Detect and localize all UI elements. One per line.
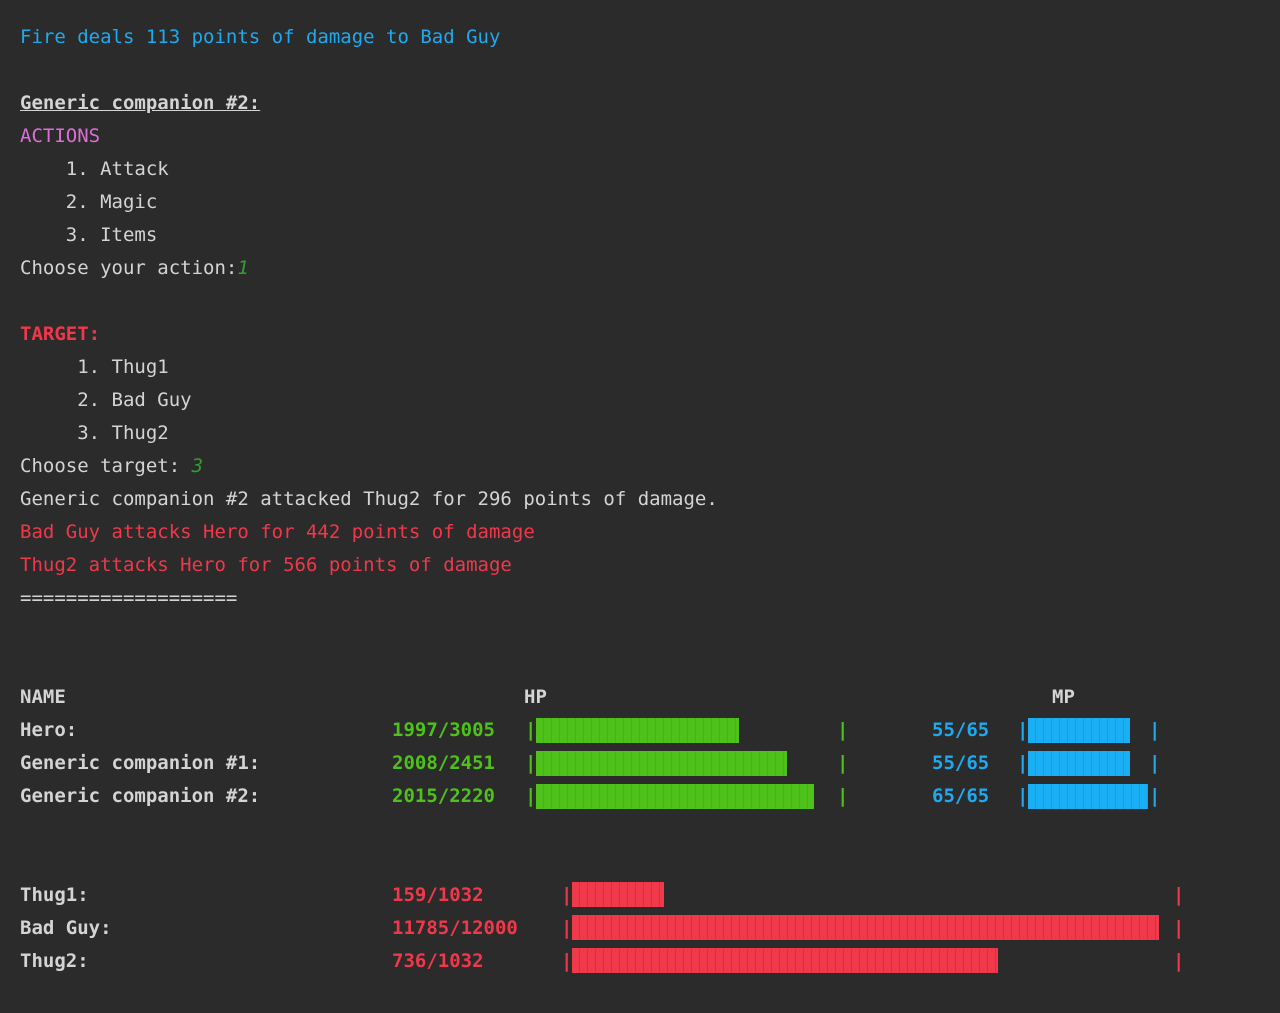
choose-target-line: Choose target: 3 (20, 450, 203, 483)
hp-bar-fill (536, 718, 739, 743)
hp-bar-left-bracket: | (525, 785, 537, 807)
choose-action-line: Choose your action:1 (20, 252, 249, 285)
enemy-hp-bar-left-bracket: | (561, 884, 573, 906)
party-member-name: Hero: (20, 719, 78, 741)
enemy-attack-message: Thug2 attacks Hero for 566 points of dam… (20, 554, 512, 576)
mp-bar-left-bracket: | (1017, 785, 1029, 807)
mp-column-header: MP (1052, 686, 1075, 708)
enemy-hp-bar-fill (572, 882, 664, 907)
mp-value: 65/65 (932, 785, 990, 807)
enemy-name: Bad Guy: (20, 917, 112, 939)
enemy-hp-bar-left-bracket: | (561, 950, 573, 972)
mp-bar-fill (1028, 718, 1130, 743)
hp-bar-right-bracket: | (837, 752, 849, 774)
hp-bar-fill (536, 751, 787, 776)
mp-bar-left-bracket: | (1017, 719, 1029, 741)
hp-bar-right-bracket: | (837, 719, 849, 741)
target-option-thug1[interactable]: 1. Thug1 (20, 356, 169, 378)
enemy-hp-value: 159/1032 (392, 884, 484, 906)
choose-target-input[interactable]: 3 (191, 455, 204, 477)
enemy-hp-bar-right-bracket: | (1173, 917, 1185, 939)
separator-line: =================== (20, 587, 238, 609)
hp-bar-left-bracket: | (525, 752, 537, 774)
target-option-thug2[interactable]: 3. Thug2 (20, 422, 169, 444)
hp-column-header: HP (524, 686, 547, 708)
mp-bar-right-bracket: | (1149, 719, 1161, 741)
action-option-attack[interactable]: 1. Attack (20, 158, 169, 180)
mp-bar-fill (1028, 784, 1148, 809)
mp-value: 55/65 (932, 752, 990, 774)
enemy-hp-bar-right-bracket: | (1173, 884, 1185, 906)
enemy-hp-bar-fill (572, 948, 998, 973)
mp-bar-right-bracket: | (1149, 785, 1161, 807)
enemy-hp-bar-left-bracket: | (561, 917, 573, 939)
choose-action-input[interactable]: 1 (237, 257, 249, 279)
mp-bar-left-bracket: | (1017, 752, 1029, 774)
hp-value: 2008/2451 (392, 752, 495, 774)
enemy-name: Thug2: (20, 950, 89, 972)
actions-title: ACTIONS (20, 125, 101, 147)
target-title: TARGET: (20, 323, 101, 345)
target-option-bad-guy[interactable]: 2. Bad Guy (20, 389, 192, 411)
hp-bar-left-bracket: | (525, 719, 537, 741)
mp-value: 55/65 (932, 719, 990, 741)
party-member-name: Generic companion #1: (20, 752, 261, 774)
hp-bar-right-bracket: | (837, 785, 849, 807)
mp-bar-right-bracket: | (1149, 752, 1161, 774)
choose-action-prompt: Choose your action: (20, 257, 238, 279)
party-member-name: Generic companion #2: (20, 785, 261, 807)
enemy-hp-value: 736/1032 (392, 950, 484, 972)
action-option-items[interactable]: 3. Items (20, 224, 158, 246)
enemy-hp-bar-fill (572, 915, 1159, 940)
hp-value: 2015/2220 (392, 785, 495, 807)
hp-bar-fill (536, 784, 814, 809)
enemy-attack-message: Bad Guy attacks Hero for 442 points of d… (20, 521, 535, 543)
enemy-name: Thug1: (20, 884, 89, 906)
enemy-hp-value: 11785/12000 (392, 917, 518, 939)
choose-target-prompt: Choose target: (20, 455, 192, 477)
turn-header: Generic companion #2: (20, 92, 261, 114)
attack-result-message: Generic companion #2 attacked Thug2 for … (20, 488, 718, 510)
hp-value: 1997/3005 (392, 719, 495, 741)
enemy-hp-bar-right-bracket: | (1173, 950, 1185, 972)
mp-bar-fill (1028, 751, 1130, 776)
action-option-magic[interactable]: 2. Magic (20, 191, 158, 213)
fire-damage-message: Fire deals 113 points of damage to Bad G… (20, 26, 501, 48)
name-column-header: NAME (20, 686, 66, 708)
